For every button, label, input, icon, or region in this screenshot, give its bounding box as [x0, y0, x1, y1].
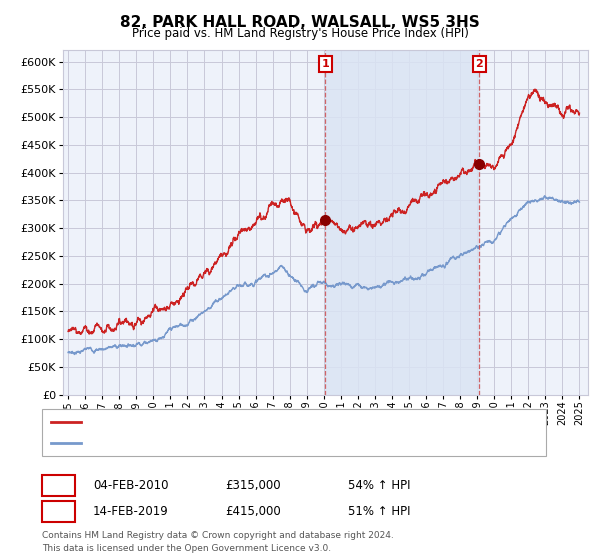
Text: 1: 1 — [322, 59, 329, 69]
Text: HPI: Average price, detached house, Walsall: HPI: Average price, detached house, Wals… — [87, 438, 317, 448]
Text: 14-FEB-2019: 14-FEB-2019 — [93, 505, 169, 518]
Text: 1: 1 — [54, 479, 63, 492]
Text: Price paid vs. HM Land Registry's House Price Index (HPI): Price paid vs. HM Land Registry's House … — [131, 27, 469, 40]
Text: 04-FEB-2010: 04-FEB-2010 — [93, 479, 169, 492]
Text: 82, PARK HALL ROAD, WALSALL, WS5 3HS (detached house): 82, PARK HALL ROAD, WALSALL, WS5 3HS (de… — [87, 417, 401, 427]
Text: £315,000: £315,000 — [225, 479, 281, 492]
Text: 2: 2 — [475, 59, 483, 69]
Text: 2: 2 — [54, 505, 63, 518]
Text: £415,000: £415,000 — [225, 505, 281, 518]
Text: 82, PARK HALL ROAD, WALSALL, WS5 3HS: 82, PARK HALL ROAD, WALSALL, WS5 3HS — [120, 15, 480, 30]
Text: 51% ↑ HPI: 51% ↑ HPI — [348, 505, 410, 518]
Text: Contains HM Land Registry data © Crown copyright and database right 2024.
This d: Contains HM Land Registry data © Crown c… — [42, 531, 394, 553]
Text: 54% ↑ HPI: 54% ↑ HPI — [348, 479, 410, 492]
Bar — [325, 50, 479, 395]
